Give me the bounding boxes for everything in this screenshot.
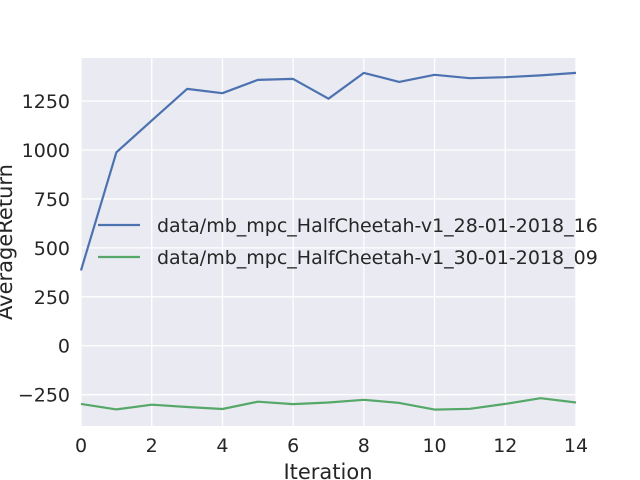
x-tick-label: 14 [564, 435, 588, 457]
y-tick-label: 250 [34, 287, 70, 309]
plot-background [81, 58, 576, 426]
legend-label-2: data/mb_mpc_HalfCheetah-v1_30-01-2018_09 [157, 247, 598, 269]
y-tick-label: 1000 [22, 140, 70, 162]
x-tick-labels: 0 2 4 6 8 10 12 14 [75, 435, 588, 457]
y-tick-label: 1250 [22, 91, 70, 113]
x-tick-label: 12 [493, 435, 517, 457]
series-lines [79, 71, 577, 411]
y-axis-label: AverageReturn [0, 164, 17, 320]
y-tick-label: 750 [34, 189, 70, 211]
y-tick-label: 500 [34, 238, 70, 260]
grid-lines [80, 58, 577, 426]
x-tick-label: 2 [146, 435, 158, 457]
series-line-1 [79, 71, 577, 271]
legend-label-1: data/mb_mpc_HalfCheetah-v1_28-01-2018_16 [157, 215, 598, 237]
x-tick-label: 0 [75, 435, 87, 457]
x-tick-label: 4 [216, 435, 228, 457]
x-tick-label: 6 [287, 435, 299, 457]
x-tick-label: 10 [422, 435, 446, 457]
y-tick-label: 0 [58, 336, 70, 358]
x-axis-label: Iteration [283, 460, 372, 480]
legend: data/mb_mpc_HalfCheetah-v1_28-01-2018_16… [98, 215, 598, 269]
x-tick-label: 8 [358, 435, 370, 457]
y-tick-labels: −250 0 250 500 750 1000 1250 [18, 91, 70, 407]
series-line-2 [80, 397, 577, 411]
y-tick-label: −250 [18, 385, 70, 407]
